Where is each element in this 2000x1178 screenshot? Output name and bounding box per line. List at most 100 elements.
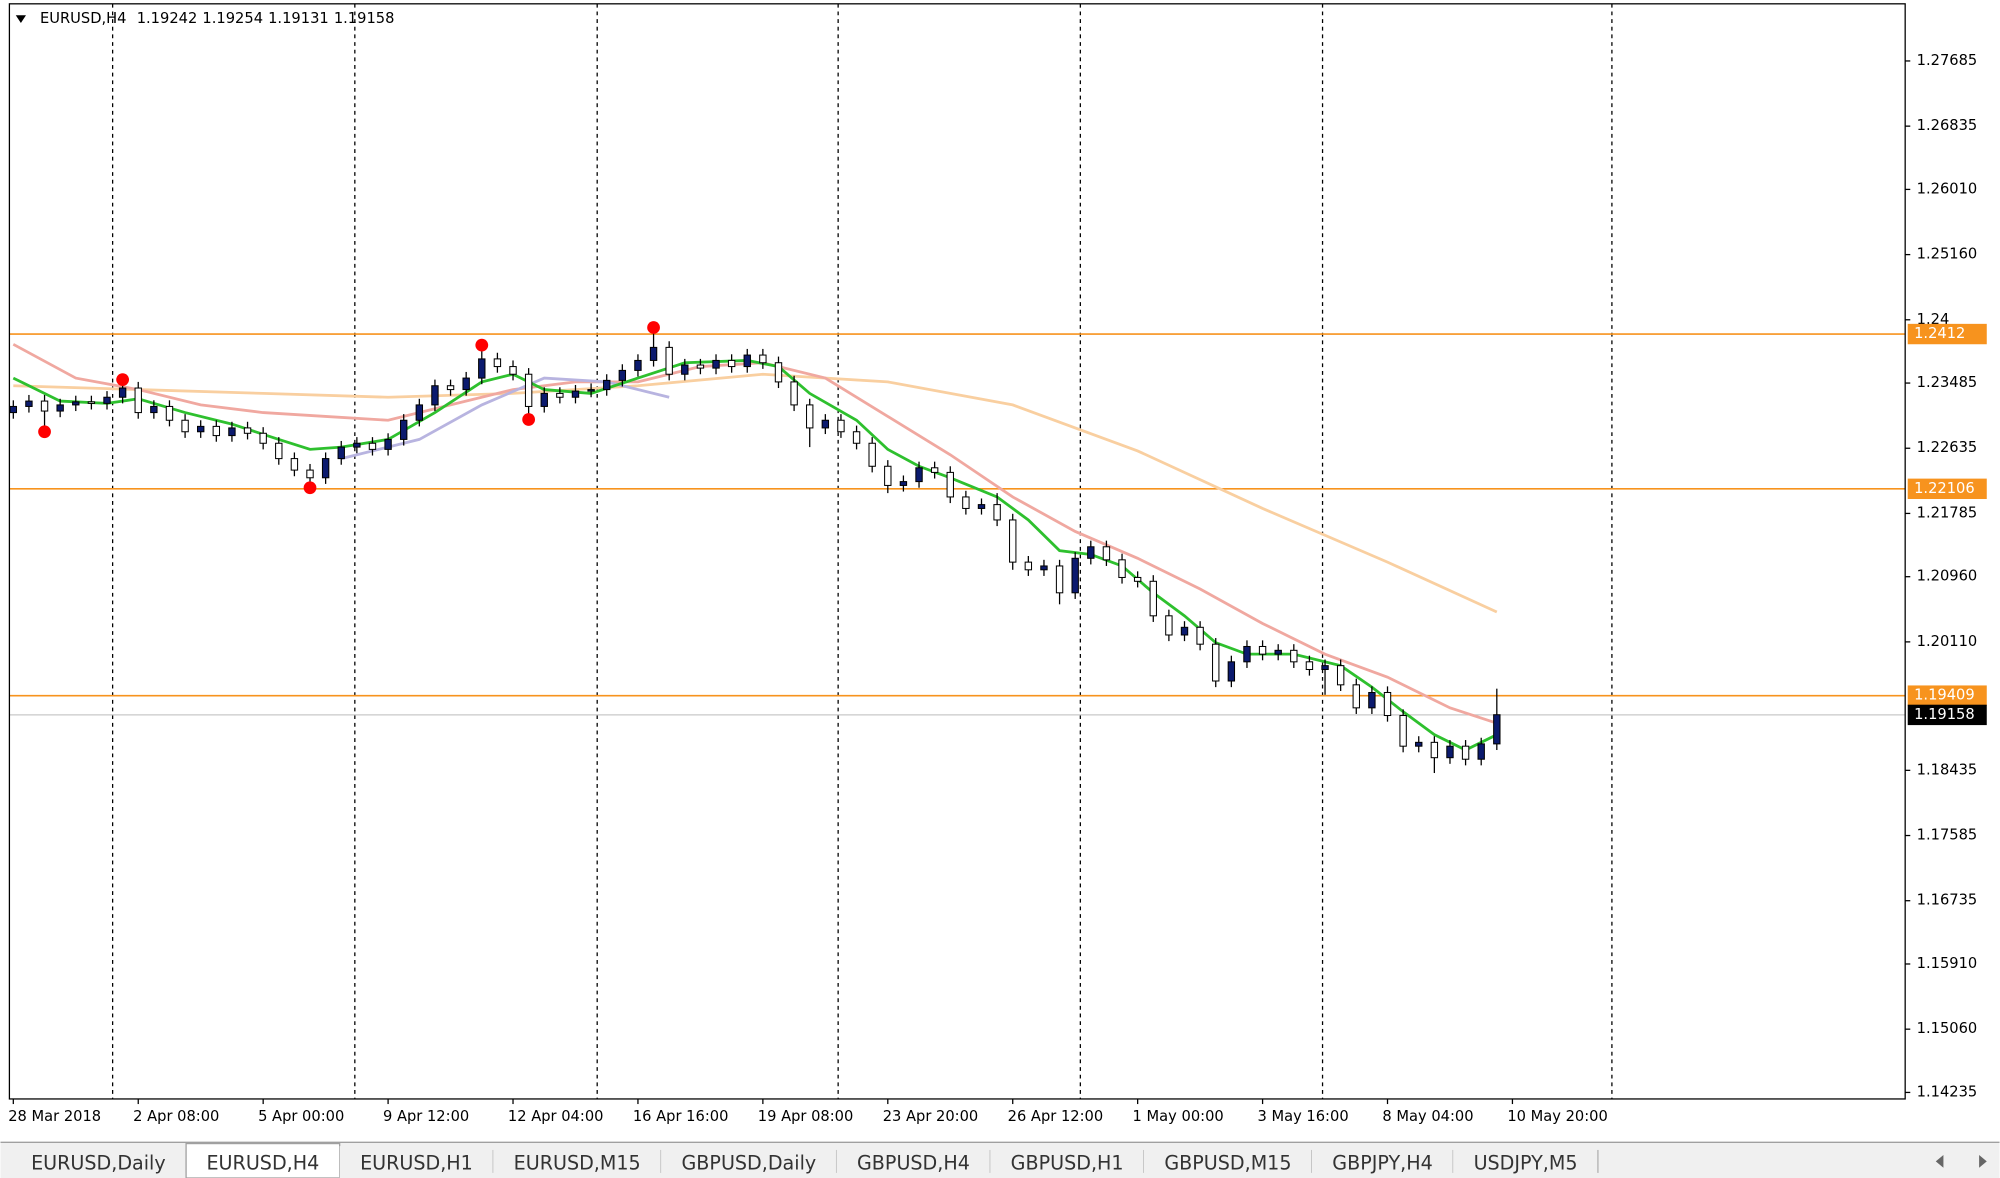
y-tick-label: 1.27685 bbox=[1917, 52, 1978, 69]
candle-body bbox=[1477, 743, 1485, 760]
candle-body bbox=[478, 358, 486, 379]
candle-body bbox=[368, 442, 377, 450]
x-tick-label: 16 Apr 16:00 bbox=[633, 1108, 729, 1125]
x-tick-label: 26 Apr 12:00 bbox=[1008, 1108, 1104, 1125]
candle-body bbox=[259, 432, 267, 444]
x-tick-label: 5 Apr 00:00 bbox=[258, 1108, 344, 1125]
candle-body bbox=[1461, 745, 1470, 760]
symbol: EURUSD,H4 bbox=[40, 10, 127, 27]
candle-body bbox=[618, 369, 627, 381]
x-tick-label: 12 Apr 04:00 bbox=[508, 1108, 604, 1125]
candle-body bbox=[1336, 665, 1345, 686]
y-tick-label: 1.23485 bbox=[1917, 374, 1978, 391]
tab[interactable]: EURUSD,H4 bbox=[185, 1142, 341, 1178]
level-label: 1.19409 bbox=[1914, 687, 1975, 704]
candle-body bbox=[1087, 546, 1095, 559]
candle-body bbox=[524, 373, 533, 407]
tab-label: GBPUSD,M15 bbox=[1164, 1151, 1291, 1174]
candle-body bbox=[1009, 519, 1017, 563]
candle-body bbox=[1055, 565, 1064, 594]
candle-body bbox=[181, 419, 189, 433]
candle-body bbox=[306, 469, 314, 479]
candle-body bbox=[1321, 665, 1329, 671]
candle-body bbox=[868, 442, 876, 467]
candle-body bbox=[415, 404, 424, 421]
tab-background bbox=[339, 1146, 494, 1178]
candle-body bbox=[977, 504, 986, 509]
candle-body bbox=[681, 364, 689, 375]
candle-body bbox=[1258, 645, 1267, 655]
tab[interactable]: GBPUSD,H4 bbox=[836, 1146, 991, 1178]
candle-body bbox=[1040, 565, 1048, 571]
candle-body bbox=[556, 392, 564, 398]
price-value: 1.19254 bbox=[202, 10, 263, 27]
x-tick-label: 2 Apr 08:00 bbox=[133, 1108, 219, 1125]
tabs: EURUSD,Daily EURUSD,H4 EURUSD,H1 EURUSD,M15… bbox=[10, 1142, 1599, 1178]
y-tick-label: 1.26835 bbox=[1917, 117, 1978, 134]
tab[interactable]: EURUSD,H1 bbox=[339, 1146, 494, 1178]
candle-body bbox=[1305, 661, 1314, 671]
x-tick-label: 1 May 00:00 bbox=[1133, 1108, 1224, 1125]
candle-body bbox=[1133, 576, 1142, 582]
fractal-marker bbox=[475, 338, 489, 352]
candle-body bbox=[290, 458, 299, 471]
candle-body bbox=[40, 400, 49, 412]
tab-background bbox=[990, 1146, 1144, 1178]
candle-body bbox=[353, 442, 361, 448]
candle-body bbox=[634, 359, 642, 371]
tab[interactable]: EURUSD,M15 bbox=[493, 1146, 662, 1178]
price-value: 1.19131 bbox=[268, 10, 329, 27]
ma-line bbox=[12, 359, 1498, 752]
tab[interactable]: GBPUSD,Daily bbox=[661, 1146, 838, 1178]
candle-body bbox=[150, 405, 158, 414]
candle-body bbox=[1227, 661, 1236, 682]
tab[interactable]: GBPJPY,H4 bbox=[1311, 1146, 1454, 1178]
y-tick-label: 1.15060 bbox=[1917, 1020, 1978, 1037]
tab[interactable]: USDJPY,M5 bbox=[1453, 1146, 1599, 1178]
tab-background bbox=[185, 1142, 341, 1178]
menu-arrow[interactable] bbox=[15, 15, 26, 23]
candle-body bbox=[103, 396, 111, 404]
candle-body bbox=[915, 467, 923, 483]
tab-background bbox=[1453, 1146, 1598, 1178]
candle-body bbox=[993, 504, 1001, 521]
tab-label: EURUSD,Daily bbox=[31, 1151, 166, 1174]
candle-body bbox=[1165, 615, 1173, 636]
plot-frame bbox=[8, 3, 1906, 1100]
candle-body bbox=[509, 366, 517, 375]
y-tick-label: 1.26010 bbox=[1917, 180, 1978, 197]
tab-background bbox=[10, 1146, 187, 1178]
tab-background bbox=[661, 1146, 837, 1178]
tab[interactable]: GBPUSD,M15 bbox=[1143, 1146, 1313, 1178]
y-tick-label: 1.22635 bbox=[1917, 439, 1978, 456]
fractal-marker bbox=[116, 373, 129, 386]
tab-label: GBPUSD,Daily bbox=[682, 1151, 817, 1174]
level-label-box bbox=[1907, 685, 1987, 706]
candle-body bbox=[821, 419, 830, 429]
candle-body bbox=[462, 377, 470, 391]
y-tick-label: 1.20960 bbox=[1917, 568, 1978, 585]
candle-body bbox=[321, 458, 330, 479]
candle-body bbox=[9, 405, 18, 414]
candle-body bbox=[1149, 580, 1157, 617]
tab-label: EURUSD,H4 bbox=[206, 1151, 319, 1174]
y-tick-label: 1.15910 bbox=[1917, 955, 1978, 972]
y-tick-label: 1.20110 bbox=[1917, 633, 1978, 650]
candle-body bbox=[1180, 626, 1189, 636]
candle-body bbox=[727, 359, 736, 368]
plot-area bbox=[9, 3, 1906, 1099]
candle-body bbox=[1399, 714, 1407, 747]
tab[interactable]: EURUSD,Daily bbox=[10, 1146, 187, 1178]
y-tick-label: 1.25160 bbox=[1917, 246, 1978, 263]
x-tick-label: 28 Mar 2018 bbox=[8, 1108, 101, 1125]
candle-body bbox=[1024, 561, 1033, 571]
candle-body bbox=[649, 346, 658, 361]
level-label-box bbox=[1907, 323, 1987, 345]
x-tick-label: 3 May 16:00 bbox=[1257, 1108, 1348, 1125]
tab[interactable]: GBPUSD,H1 bbox=[990, 1146, 1145, 1178]
fractal-marker bbox=[522, 413, 536, 426]
candle-body bbox=[431, 385, 439, 406]
candle-body bbox=[243, 427, 252, 434]
